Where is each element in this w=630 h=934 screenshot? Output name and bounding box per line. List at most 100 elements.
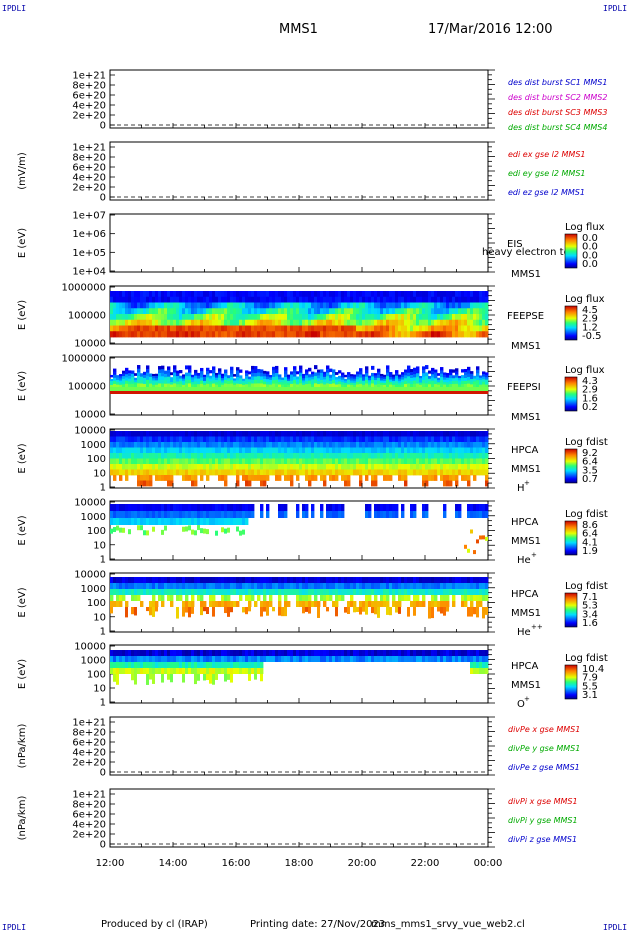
spectrogram-cell — [374, 475, 378, 481]
spectrogram-cell — [410, 458, 414, 465]
spectrogram-cell — [290, 291, 294, 298]
spectrogram-cell — [455, 583, 459, 589]
spectrogram-cell — [458, 302, 462, 309]
spectrogram-cell — [293, 366, 297, 371]
spectrogram-cell — [173, 589, 177, 595]
spectrogram-cell — [206, 583, 210, 589]
spectrogram-cell — [482, 464, 486, 470]
spectrogram-cell — [200, 583, 204, 589]
spectrogram-cell — [338, 314, 342, 321]
spectrogram-cell — [278, 601, 282, 607]
spectrogram-cell — [341, 302, 345, 309]
spectrogram-cell — [329, 387, 333, 391]
y-axis-label: E (eV) — [17, 659, 28, 689]
spectrogram-cell — [350, 374, 354, 377]
spectrogram-cell — [332, 650, 336, 656]
spectrogram-cell — [209, 384, 213, 388]
spectrogram-cell — [416, 650, 420, 656]
spectrogram-cell — [119, 431, 123, 437]
spectrogram-cell — [125, 308, 129, 315]
spectrogram-cell — [161, 387, 165, 391]
spectrogram-cell — [164, 589, 168, 595]
spectrogram-cell — [299, 595, 303, 601]
spectrogram-cell — [176, 583, 180, 589]
spectrogram-cell — [410, 436, 414, 443]
y-axis-label: E (eV) — [17, 587, 28, 617]
spectrogram-cell — [116, 656, 120, 662]
spectrogram-cell — [224, 475, 228, 481]
spectrogram-cell — [443, 511, 447, 518]
spectrogram-cell — [128, 583, 132, 589]
spectrogram-cell — [290, 319, 294, 326]
spectrogram-cell — [446, 656, 450, 662]
spectrogram-cell — [179, 656, 183, 662]
spectrogram-cell — [191, 325, 195, 332]
spectrogram-cell — [395, 319, 399, 326]
spectrogram-cell — [116, 331, 120, 338]
spectrogram-cell — [161, 379, 165, 384]
spectrogram-cell — [434, 296, 438, 303]
spectrogram-cell — [254, 391, 258, 394]
spectrogram-cell — [245, 375, 249, 380]
spectrogram-cell — [146, 302, 150, 309]
spectrogram-cell — [335, 387, 339, 391]
spectrogram-cell — [380, 595, 384, 601]
spectrogram-cell — [119, 442, 123, 448]
spectrogram-cell — [212, 650, 216, 656]
spectrogram-cell — [320, 447, 324, 454]
spectrogram-cell — [425, 383, 429, 388]
spectrogram-cell — [224, 431, 228, 437]
spectrogram-cell — [170, 431, 174, 437]
spectrogram-cell — [377, 589, 381, 595]
spectrogram-cell — [173, 464, 177, 470]
spectrogram-cell — [356, 374, 360, 378]
spectrogram-cell — [194, 668, 198, 674]
spectrogram-cell — [281, 436, 285, 443]
spectrogram-cell — [137, 464, 141, 470]
spectrogram-cell — [458, 319, 462, 326]
spectrogram-cell — [446, 391, 450, 394]
spectrogram-cell — [461, 650, 465, 656]
spectrogram-cell — [464, 447, 468, 454]
spectrogram-cell — [464, 380, 468, 385]
spectrogram-cell — [434, 656, 438, 662]
spectrogram-cell — [254, 291, 258, 298]
spectrogram-cell — [152, 650, 156, 656]
spectrogram-cell — [371, 387, 375, 391]
spectrogram-cell — [431, 302, 435, 309]
spectrogram-cell — [305, 387, 309, 391]
spectrogram-cell — [287, 325, 291, 332]
spectrogram-cell — [386, 376, 390, 381]
spectrogram-cell — [404, 589, 408, 595]
spectrogram-cell — [374, 319, 378, 326]
right-ticks — [488, 285, 495, 345]
spectrogram-cell — [230, 518, 234, 525]
spectrogram-cell — [134, 583, 138, 589]
spectrogram-cell — [329, 583, 333, 589]
spectrogram-cell — [413, 442, 417, 448]
y-tick-label: 1e+04 — [72, 267, 106, 278]
spectrogram-cell — [254, 447, 258, 454]
spectrogram-cell — [311, 302, 315, 309]
spectrogram-cell — [110, 601, 114, 607]
spectrogram — [110, 650, 489, 685]
spectrogram-cell — [386, 656, 390, 662]
spectrogram-cell — [167, 369, 171, 374]
spectrogram-cell — [209, 296, 213, 303]
spectrogram-cell — [164, 314, 168, 321]
spectrogram-cell — [434, 577, 438, 583]
spectrogram-cell — [356, 308, 360, 315]
y-tick-label: 10000 — [74, 410, 106, 421]
spectrogram-cell — [110, 374, 114, 378]
spectrogram-cell — [266, 442, 270, 448]
spectrogram-cell — [128, 469, 132, 476]
spectrogram-cell — [455, 377, 459, 382]
spectrogram-cell — [164, 577, 168, 583]
spectrogram-cell — [257, 372, 261, 377]
spectrogram-cell — [251, 453, 255, 459]
spectrogram-cell — [383, 296, 387, 303]
spectrogram-cell — [368, 436, 372, 443]
spectrogram-cell — [320, 369, 324, 374]
spectrogram-cell — [329, 442, 333, 448]
spectrogram-cell — [485, 536, 488, 541]
